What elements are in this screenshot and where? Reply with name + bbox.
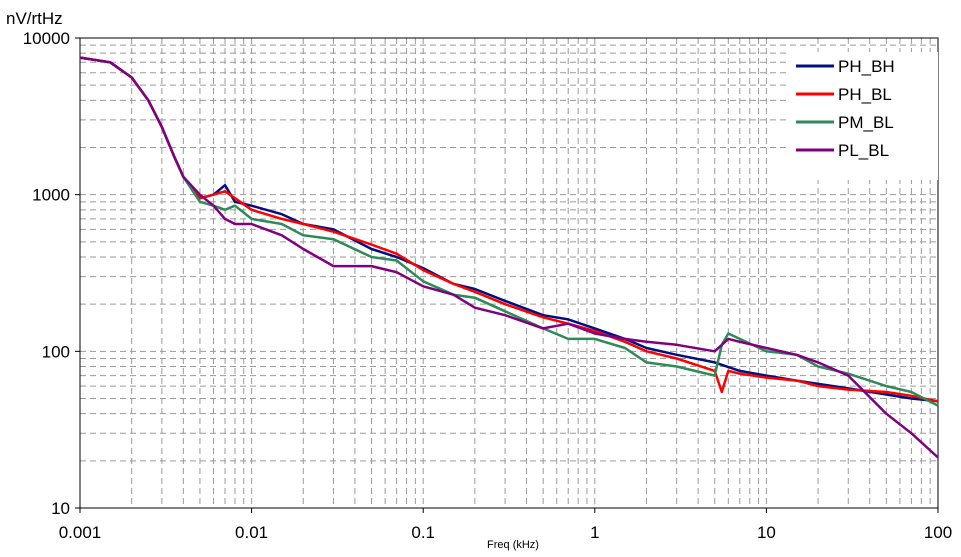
legend-box: [790, 52, 938, 180]
x-tick-label: 0.1: [411, 523, 435, 542]
y-tick-label: 10000: [23, 29, 70, 48]
x-tick-label: 10: [757, 523, 776, 542]
y-axis-label: nV/rtHz: [6, 9, 63, 28]
series-line-pl-bl: [79, 56, 939, 459]
y-tick-label: 1000: [32, 186, 70, 205]
grid: [79, 38, 938, 509]
y-tick-label: 100: [42, 342, 70, 361]
x-axis-label: Freq (kHz): [487, 539, 539, 551]
legend-label: PH_BL: [838, 85, 892, 104]
legend-label: PH_BH: [838, 57, 895, 76]
legend: PH_BH PH_BL PM_BL PL_BL: [790, 52, 938, 180]
legend-label: PM_BL: [838, 113, 894, 132]
x-axis: 0.001 0.01 0.1 1 10 100: [59, 508, 952, 542]
legend-label: PL_BL: [838, 141, 889, 160]
x-tick-label: 100: [924, 523, 952, 542]
plot-area-border: [79, 37, 939, 509]
x-tick-label: 1: [590, 523, 599, 542]
series-group: [79, 56, 939, 459]
y-axis: 10 100 1000 10000: [23, 29, 80, 518]
x-tick-label: 0.001: [59, 523, 102, 542]
y-tick-label: 10: [51, 499, 70, 518]
x-tick-label: 0.01: [235, 523, 268, 542]
